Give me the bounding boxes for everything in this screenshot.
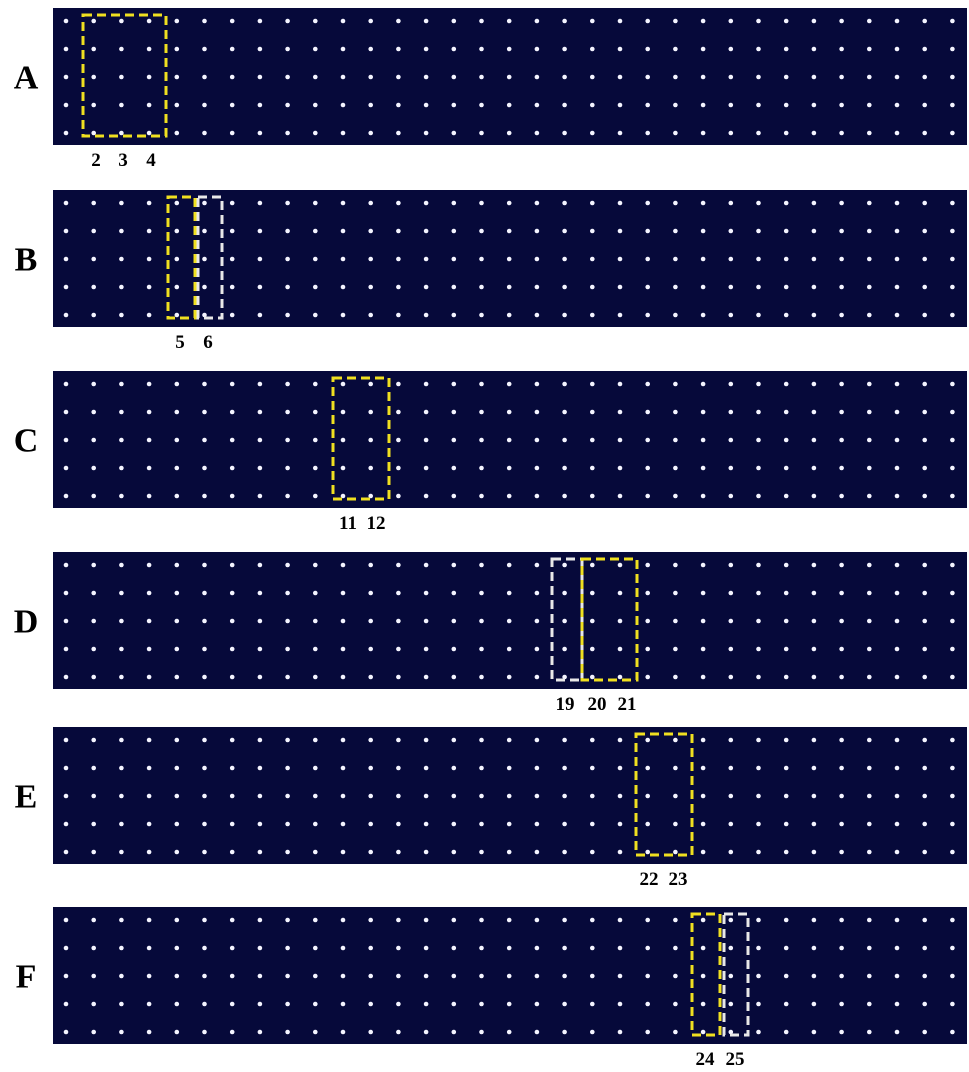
spot-grid bbox=[63, 737, 955, 855]
column-label: 11 bbox=[339, 513, 357, 534]
panel-letter: D bbox=[14, 604, 39, 641]
panel: D 19 20 21 bbox=[14, 552, 967, 715]
column-label: 5 bbox=[175, 332, 185, 353]
highlight-box bbox=[690, 912, 722, 1037]
panel-letter: E bbox=[15, 779, 38, 816]
column-label: 4 bbox=[146, 150, 156, 171]
column-label: 19 bbox=[556, 694, 575, 715]
spot-grid bbox=[63, 200, 955, 318]
spot-grid bbox=[63, 562, 955, 680]
highlight-box bbox=[550, 557, 584, 682]
panel-letter: A bbox=[14, 60, 39, 97]
column-label: 25 bbox=[726, 1049, 745, 1070]
panel: C 11 12 bbox=[14, 371, 967, 534]
highlight-box bbox=[166, 195, 197, 320]
panel-letter: B bbox=[15, 242, 38, 279]
panel: A 2 3 4 bbox=[14, 8, 967, 171]
column-label: 21 bbox=[618, 694, 637, 715]
column-label: 3 bbox=[118, 150, 128, 171]
panel: F 24 25 bbox=[16, 907, 967, 1070]
column-label: 2 bbox=[91, 150, 101, 171]
highlight-box bbox=[196, 195, 224, 320]
highlight-box bbox=[81, 13, 168, 138]
panel-letter: C bbox=[14, 423, 39, 460]
highlight-box bbox=[634, 732, 694, 857]
column-label: 20 bbox=[588, 694, 607, 715]
column-label: 23 bbox=[669, 869, 688, 890]
highlight-box bbox=[722, 912, 750, 1037]
highlight-box bbox=[331, 376, 391, 501]
panel-letter: F bbox=[16, 959, 37, 996]
column-label: 22 bbox=[640, 869, 659, 890]
spot-grid bbox=[63, 381, 955, 499]
column-label: 12 bbox=[367, 513, 386, 534]
panel: E 22 23 bbox=[15, 727, 967, 890]
spot-grid bbox=[63, 917, 955, 1035]
highlight-box bbox=[580, 557, 639, 682]
spot-grid bbox=[63, 18, 955, 136]
column-label: 6 bbox=[203, 332, 213, 353]
panel: B 5 6 bbox=[15, 190, 967, 353]
column-label: 24 bbox=[696, 1049, 716, 1070]
